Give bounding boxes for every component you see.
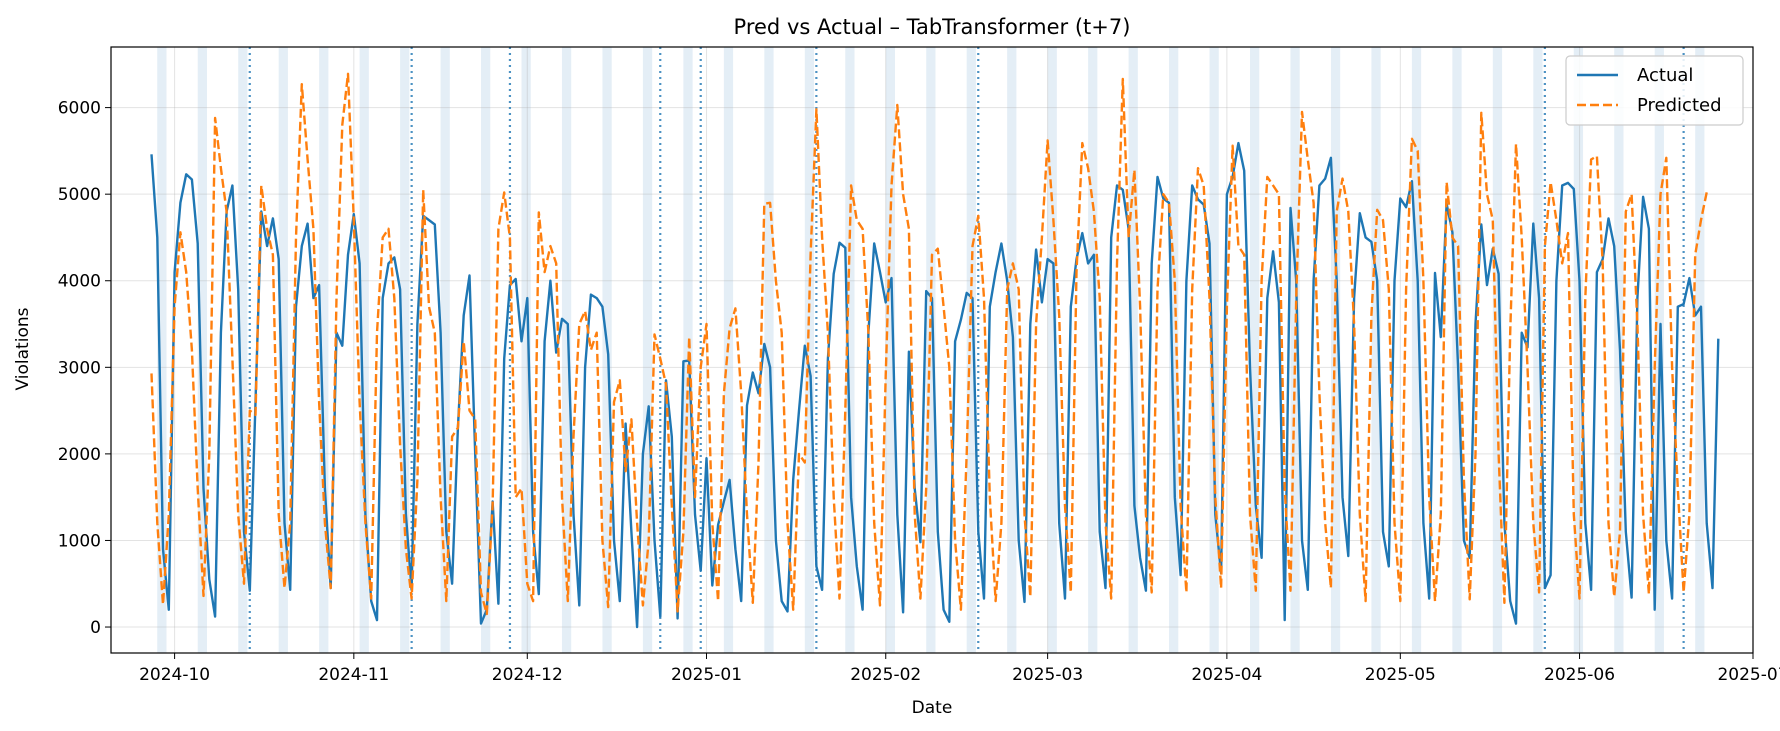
weekend-band	[1209, 47, 1219, 653]
y-tick-label: 5000	[58, 185, 101, 205]
y-tick-label: 0	[90, 618, 101, 638]
x-tick-label: 2025-06	[1544, 665, 1615, 685]
weekend-band	[1492, 47, 1503, 653]
weekend-band	[1088, 47, 1098, 653]
weekend-band	[642, 47, 653, 653]
series-line-actual	[150, 141, 1720, 629]
weekend-band	[1533, 47, 1543, 653]
series-line-predicted	[150, 72, 1708, 616]
weekend-band	[400, 47, 410, 653]
weekend-band	[926, 47, 936, 653]
weekend-band	[804, 47, 815, 653]
weekend-band	[683, 47, 693, 653]
weekend-band	[521, 47, 531, 653]
plot-frame	[110, 46, 1754, 654]
weekend-band	[157, 47, 167, 653]
x-tick-label: 2025-02	[850, 665, 921, 685]
weekend-band	[1573, 47, 1584, 653]
weekend-band	[197, 47, 207, 653]
weekend-band	[1695, 47, 1705, 653]
weekend-band	[1128, 47, 1138, 653]
weekend-band	[966, 47, 976, 653]
x-tick-label: 2025-05	[1365, 665, 1436, 685]
weekend-band	[1411, 47, 1422, 653]
weekend-band	[440, 47, 450, 653]
legend-actual-label: Actual	[1637, 65, 1693, 86]
weekend-band	[1290, 47, 1300, 653]
x-axis-label: Date	[912, 698, 953, 718]
y-tick-label: 3000	[58, 358, 101, 378]
weekend-band	[1047, 47, 1057, 653]
weekend-band	[278, 47, 288, 653]
x-tick-label: 2025-04	[1191, 665, 1262, 685]
weekend-band	[845, 47, 855, 653]
weekend-band	[885, 47, 895, 653]
y-axis-ticks: 0 1000 2000 3000 4000 5000 6000	[58, 99, 111, 638]
weekend-band	[359, 47, 369, 653]
weekend-band	[319, 47, 329, 653]
y-tick-label: 6000	[58, 99, 101, 119]
x-tick-label: 2025-01	[671, 665, 742, 685]
weekend-band	[481, 47, 491, 653]
series-lines	[150, 72, 1720, 629]
x-tick-label: 2024-12	[492, 665, 563, 685]
weekend-band	[1169, 47, 1179, 653]
weekend-band	[238, 47, 248, 653]
x-tick-label: 2024-11	[318, 665, 389, 685]
x-axis-ticks: 2024-10 2024-11 2024-12 2025-01 2025-02 2025-…	[139, 653, 1780, 685]
legend-predicted-label: Predicted	[1637, 95, 1722, 116]
y-tick-label: 1000	[58, 531, 101, 551]
weekend-band	[561, 47, 572, 653]
x-tick-label: 2025-03	[1012, 665, 1083, 685]
legend-box	[1565, 55, 1744, 126]
y-tick-label: 2000	[58, 445, 101, 465]
x-tick-label: 2025-07	[1717, 665, 1780, 685]
chart-title: Pred vs Actual – TabTransformer (t+7)	[734, 15, 1131, 39]
weekend-band	[1249, 47, 1260, 653]
weekend-band	[1007, 47, 1017, 653]
weekend-band	[764, 47, 774, 653]
y-axis-label: Violations	[13, 307, 33, 390]
weekend-band	[1371, 47, 1381, 653]
x-tick-label: 2024-10	[139, 665, 210, 685]
y-tick-label: 4000	[58, 272, 101, 292]
legend: Actual Predicted	[1565, 55, 1744, 126]
